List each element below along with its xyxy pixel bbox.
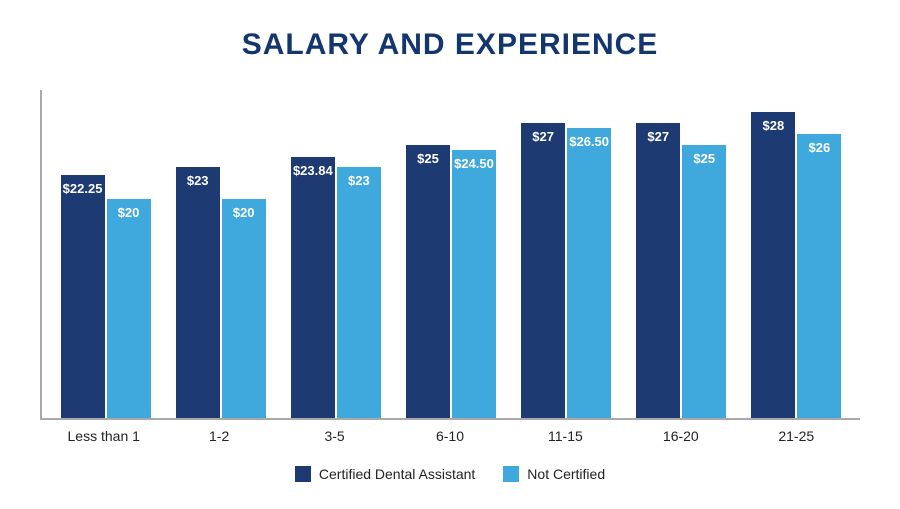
bar: $25 xyxy=(682,145,726,418)
bar: $20 xyxy=(222,199,266,418)
bar-group: $23.84$23 xyxy=(278,90,393,418)
bar: $22.25 xyxy=(61,175,105,418)
x-axis-label: 11-15 xyxy=(508,428,623,444)
legend-label-certified: Certified Dental Assistant xyxy=(319,466,475,482)
legend: Certified Dental Assistant Not Certified xyxy=(40,466,860,482)
bar-group: $28$26 xyxy=(739,90,854,418)
legend-item-certified: Certified Dental Assistant xyxy=(295,466,475,482)
bar-value-label: $28 xyxy=(751,118,795,133)
x-axis: Less than 11-23-56-1011-1516-2021-25 xyxy=(40,420,860,444)
x-axis-label: 16-20 xyxy=(623,428,738,444)
bar: $20 xyxy=(107,199,151,418)
legend-label-not-certified: Not Certified xyxy=(527,466,605,482)
x-axis-label: 6-10 xyxy=(392,428,507,444)
bar-group: $22.25$20 xyxy=(48,90,163,418)
x-axis-label: 21-25 xyxy=(739,428,854,444)
legend-swatch-not-certified xyxy=(503,466,519,482)
bar-value-label: $25 xyxy=(682,151,726,166)
bar-group: $27$25 xyxy=(624,90,739,418)
bar-value-label: $24.50 xyxy=(452,156,496,171)
bar: $24.50 xyxy=(452,150,496,418)
bar-value-label: $26 xyxy=(797,140,841,155)
bar: $27 xyxy=(521,123,565,418)
bar-value-label: $23 xyxy=(176,173,220,188)
bar-value-label: $23 xyxy=(337,173,381,188)
x-axis-label: Less than 1 xyxy=(46,428,161,444)
chart-container: SALARY AND EXPERIENCE $22.25$20$23$20$23… xyxy=(0,0,900,509)
bar: $25 xyxy=(406,145,450,418)
bar: $28 xyxy=(751,112,795,418)
bar: $26 xyxy=(797,134,841,418)
x-axis-label: 1-2 xyxy=(161,428,276,444)
bar-value-label: $22.25 xyxy=(61,181,105,196)
bar-value-label: $23.84 xyxy=(291,163,335,178)
bar-group: $27$26.50 xyxy=(509,90,624,418)
bar-value-label: $26.50 xyxy=(567,134,611,149)
legend-item-not-certified: Not Certified xyxy=(503,466,605,482)
bar-value-label: $27 xyxy=(521,129,565,144)
bar-value-label: $27 xyxy=(636,129,680,144)
bar-value-label: $20 xyxy=(107,205,151,220)
bar: $23 xyxy=(337,167,381,418)
bar-value-label: $25 xyxy=(406,151,450,166)
bar: $23 xyxy=(176,167,220,418)
bar-group: $23 $20 xyxy=(163,90,278,418)
bar: $27 xyxy=(636,123,680,418)
bar: $26.50 xyxy=(567,128,611,418)
x-axis-label: 3-5 xyxy=(277,428,392,444)
chart-title: SALARY AND EXPERIENCE xyxy=(40,28,860,62)
legend-swatch-certified xyxy=(295,466,311,482)
bar-group: $25$24.50 xyxy=(393,90,508,418)
bar-value-label: $20 xyxy=(222,205,266,220)
bar: $23.84 xyxy=(291,157,335,418)
plot-area: $22.25$20$23$20$23.84$23$25$24.50$27$26.… xyxy=(40,90,860,420)
